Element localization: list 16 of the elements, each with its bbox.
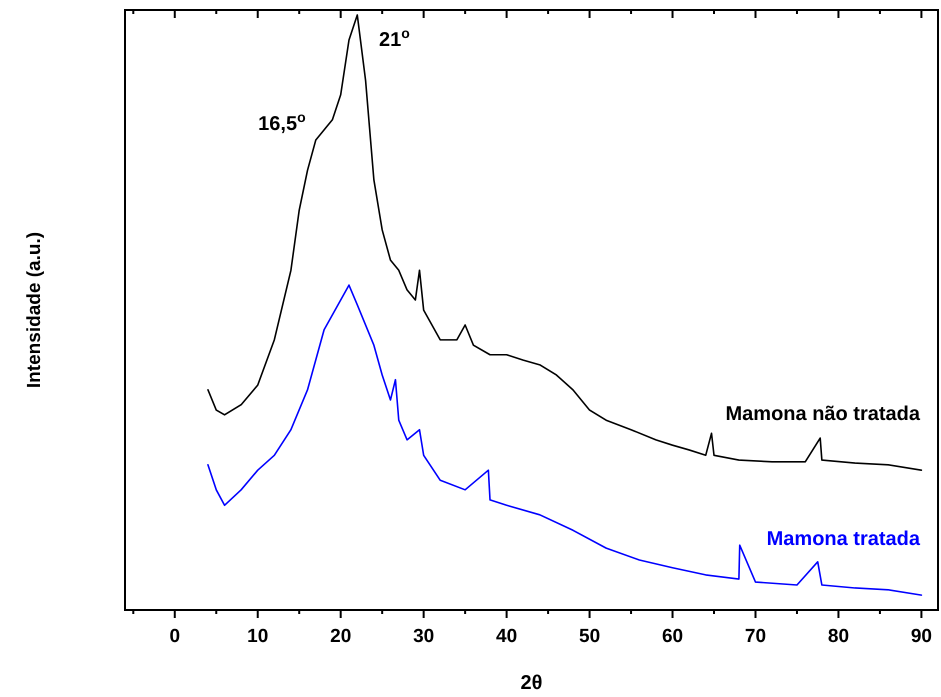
x-tick-label: 50 — [579, 626, 600, 647]
series-label: Mamona não tratada — [726, 403, 921, 426]
y-axis-title: Intensidade (a.u.) — [24, 232, 45, 388]
annotation: 21$^{o}$ — [378, 24, 410, 51]
x-tick-label: 60 — [662, 626, 684, 647]
x-tick-label: 70 — [744, 626, 766, 647]
x-tick-label: 10 — [247, 626, 268, 647]
annotation: 16,5$^{o}$ — [258, 108, 306, 135]
x-tick-label: 80 — [828, 626, 850, 647]
x-axis-title: 2θ — [520, 672, 542, 694]
x-tick-label: 30 — [413, 626, 434, 647]
x-tick-label: 90 — [910, 626, 932, 647]
series-label: Mamona tratada — [766, 528, 921, 550]
x-tick-label: 20 — [330, 626, 352, 647]
x-tick-label: 0 — [169, 626, 180, 647]
x-tick-label: 40 — [496, 626, 518, 647]
